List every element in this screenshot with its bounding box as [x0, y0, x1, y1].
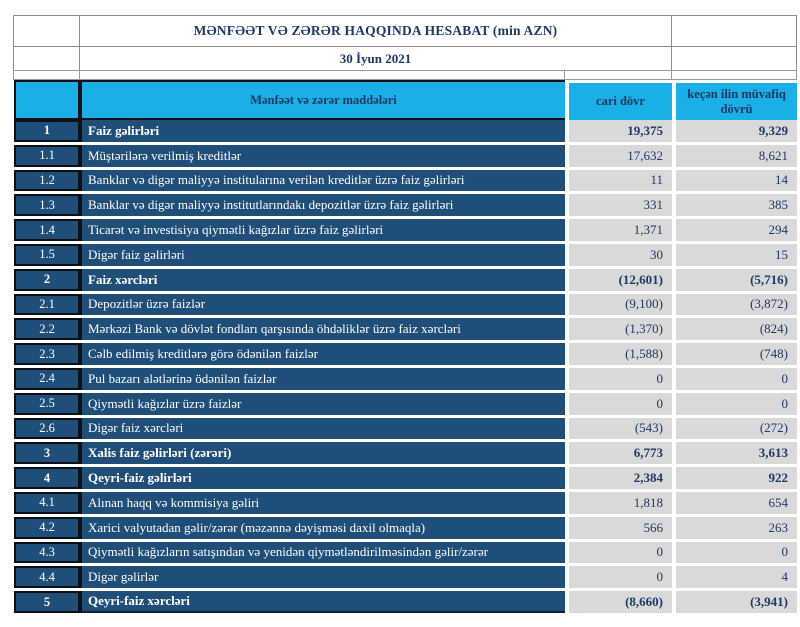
row-current-cell: (1,370)	[565, 318, 672, 341]
header-corner-cell	[14, 80, 80, 120]
row-previous-cell: (824)	[672, 318, 797, 341]
report-title: MƏNFƏƏT VƏ ZƏRƏR HAQQINDA HESABAT (min A…	[79, 15, 672, 47]
spacer-cell	[79, 70, 565, 80]
row-number-cell: 2.4	[14, 367, 80, 390]
row-previous-cell: (272)	[672, 417, 797, 440]
row-previous-cell: 0	[672, 392, 797, 415]
row-label-cell: Faiz gəlirləri	[80, 120, 565, 142]
row-label-cell: Qeyri-faiz gəlirləri	[80, 467, 565, 489]
date-right-empty-cell	[671, 46, 797, 71]
row-previous-cell: (3,941)	[672, 591, 797, 613]
date-left-empty-cell	[13, 46, 80, 71]
row-number-cell: 2	[14, 268, 80, 291]
row-current-cell: (9,100)	[565, 293, 672, 316]
row-number-cell: 4.1	[14, 491, 80, 514]
row-current-cell: 11	[565, 169, 672, 192]
row-number-cell: 4	[14, 467, 80, 489]
row-number-cell: 2.3	[14, 343, 80, 365]
row-label-cell: Banklar və digər maliyyə institutlarında…	[80, 194, 565, 217]
row-current-cell: 17,632	[565, 144, 672, 167]
row-label-cell: Alınan haqq və kommisiya gəliri	[80, 491, 565, 514]
table-body: 1 Faiz gəlirləri 19,375 9,329 1.1 Müştərilərə…	[14, 120, 797, 613]
row-previous-cell: 8,621	[672, 144, 797, 167]
row-number-cell: 4.4	[14, 566, 80, 589]
row-number-cell: 1.1	[14, 144, 80, 167]
row-label-cell: Xalis faiz gəlirləri (zərəri)	[80, 442, 565, 465]
header-items-cell: Mənfəət və zərər maddələri	[80, 80, 565, 120]
row-previous-cell: 263	[672, 516, 797, 539]
row-previous-cell: 3,613	[672, 442, 797, 465]
row-current-cell: 331	[565, 194, 672, 217]
row-current-cell: (1,588)	[565, 343, 672, 365]
row-previous-cell: 294	[672, 219, 797, 241]
row-label-cell: Qiymətli kağızların satışından və yenidə…	[80, 541, 565, 564]
row-number-cell: 5	[14, 591, 80, 613]
row-current-cell: 1,371	[565, 219, 672, 241]
row-current-cell: (543)	[565, 417, 672, 440]
row-previous-cell: 14	[672, 169, 797, 192]
row-label-cell: Müştərilərə verilmiş kreditlər	[80, 144, 565, 167]
row-label-cell: Qiymətli kağızlar üzrə faizlər	[80, 392, 565, 415]
row-current-cell: 566	[565, 516, 672, 539]
row-number-cell: 2.6	[14, 417, 80, 440]
header-current-period-cell: cari dövr	[565, 80, 672, 120]
row-current-cell: 0	[565, 566, 672, 589]
row-number-cell: 3	[14, 442, 80, 465]
spacer-cell	[564, 70, 672, 80]
report-date: 30 İyun 2021	[79, 46, 672, 71]
row-label-cell: Digər faiz gəlirləri	[80, 243, 565, 266]
row-number-cell: 1.2	[14, 169, 80, 192]
row-number-cell: 4.3	[14, 541, 80, 564]
row-label-cell: Cəlb edilmiş kreditlərə görə ödənilən fa…	[80, 343, 565, 365]
row-number-cell: 4.2	[14, 516, 80, 539]
row-previous-cell: 4	[672, 566, 797, 589]
row-current-cell: 0	[565, 367, 672, 390]
spacer-row	[13, 70, 797, 80]
row-label-cell: Depozitlər üzrə faizlər	[80, 293, 565, 316]
spacer-cell	[13, 70, 80, 80]
row-number-cell: 2.2	[14, 318, 80, 341]
spacer-cell	[671, 70, 797, 80]
report-title-block: MƏNFƏƏT VƏ ZƏRƏR HAQQINDA HESABAT (min A…	[13, 15, 797, 71]
row-current-cell: (8,660)	[565, 591, 672, 613]
row-previous-cell: 654	[672, 491, 797, 514]
row-label-cell: Qeyri-faiz xərcləri	[80, 591, 565, 613]
row-label-cell: Digər faiz xərcləri	[80, 417, 565, 440]
row-previous-cell: 922	[672, 467, 797, 489]
row-current-cell: 1,818	[565, 491, 672, 514]
row-previous-cell: 9,329	[672, 120, 797, 142]
row-current-cell: 0	[565, 541, 672, 564]
header-previous-period-cell: keçən ilin müvafiq dövrü	[672, 80, 797, 120]
row-previous-cell: 0	[672, 367, 797, 390]
row-number-cell: 1.5	[14, 243, 80, 266]
row-number-cell: 2.5	[14, 392, 80, 415]
row-previous-cell: 15	[672, 243, 797, 266]
row-label-cell: Xarici valyutadan gəlir/zərər (məzənnə d…	[80, 516, 565, 539]
row-number-cell: 2.1	[14, 293, 80, 316]
row-previous-cell: (748)	[672, 343, 797, 365]
row-number-cell: 1.3	[14, 194, 80, 217]
row-previous-cell: (3,872)	[672, 293, 797, 316]
row-current-cell: 0	[565, 392, 672, 415]
row-previous-cell: 0	[672, 541, 797, 564]
row-label-cell: Ticarət və investisiya qiymətli kağızlar…	[80, 219, 565, 241]
row-current-cell: 2,384	[565, 467, 672, 489]
row-current-cell: 30	[565, 243, 672, 266]
table-header-row: Mənfəət və zərər maddələri cari dövr keç…	[14, 80, 797, 120]
row-number-cell: 1.4	[14, 219, 80, 241]
row-label-cell: Mərkəzi Bank və dövlət fondları qarşısın…	[80, 318, 565, 341]
row-previous-cell: (5,716)	[672, 268, 797, 291]
row-current-cell: 6,773	[565, 442, 672, 465]
row-previous-cell: 385	[672, 194, 797, 217]
row-label-cell: Banklar və digər maliyyə institularına v…	[80, 169, 565, 192]
row-label-cell: Faiz xərcləri	[80, 268, 565, 291]
row-current-cell: 19,375	[565, 120, 672, 142]
title-left-empty-cell	[13, 15, 80, 47]
row-label-cell: Digər gəlirlər	[80, 566, 565, 589]
row-label-cell: Pul bazarı alətlərinə ödənilən faizlər	[80, 367, 565, 390]
row-current-cell: (12,601)	[565, 268, 672, 291]
row-number-cell: 1	[14, 120, 80, 142]
title-right-empty-cell	[671, 15, 797, 47]
